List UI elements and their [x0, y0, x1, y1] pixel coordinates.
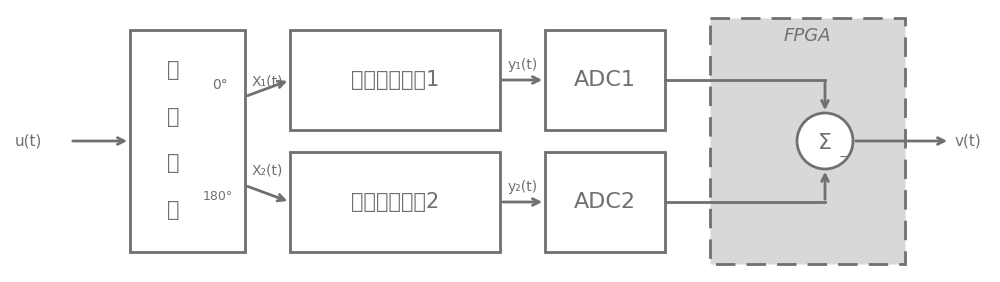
Text: 分: 分: [167, 153, 180, 173]
Text: y₁(t): y₁(t): [507, 58, 538, 72]
Text: 射频处理链路1: 射频处理链路1: [351, 70, 439, 90]
Bar: [290, 152, 500, 252]
Text: u(t): u(t): [15, 133, 42, 149]
Text: 功: 功: [167, 107, 180, 127]
Text: y₂(t): y₂(t): [507, 180, 538, 194]
Text: v(t): v(t): [955, 133, 982, 149]
Bar: [545, 30, 665, 130]
Text: X₁(t): X₁(t): [252, 75, 283, 89]
Text: 射频处理链路2: 射频处理链路2: [351, 192, 439, 212]
Text: 器: 器: [167, 200, 180, 220]
Text: 0°: 0°: [212, 78, 228, 92]
Text: −: −: [839, 149, 851, 163]
Text: 180°: 180°: [203, 191, 233, 204]
Text: ADC2: ADC2: [574, 192, 636, 212]
Text: 二: 二: [167, 60, 180, 80]
Bar: [545, 152, 665, 252]
Text: Σ: Σ: [818, 133, 832, 153]
Bar: [290, 30, 500, 130]
Text: X₂(t): X₂(t): [252, 163, 283, 177]
Bar: [710, 18, 905, 264]
Text: ADC1: ADC1: [574, 70, 636, 90]
Circle shape: [797, 113, 853, 169]
Bar: [130, 30, 245, 252]
Text: FPGA: FPGA: [784, 27, 831, 45]
